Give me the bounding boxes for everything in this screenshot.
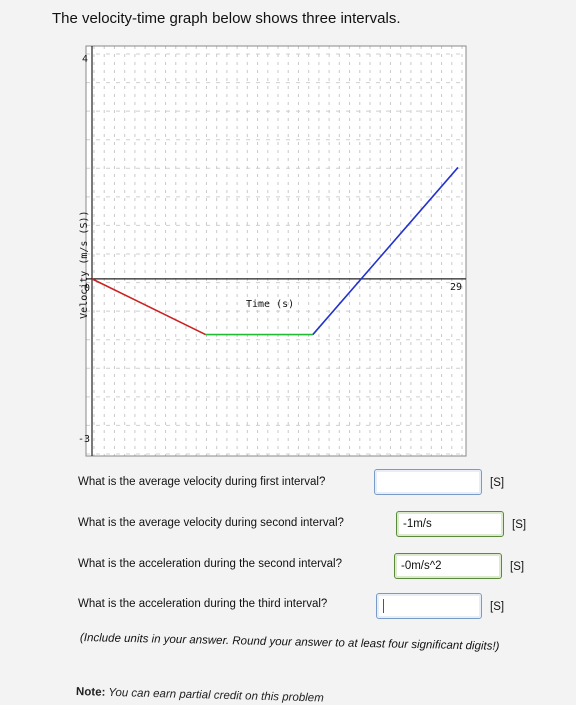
unit-label-3: [S] — [510, 561, 525, 573]
question-row-4: What is the acceleration during the thir… — [78, 598, 327, 610]
question-label-4: What is the acceleration during the thir… — [78, 598, 328, 610]
answer-value-2: -1m/s — [403, 518, 432, 530]
question-label-3: What is the acceleration during the seco… — [78, 558, 343, 570]
instructions-text: (Include units in your answer. Round you… — [79, 632, 500, 653]
partial-credit-note: Note: You can earn partial credit on thi… — [76, 686, 324, 704]
note-label: Note: — [75, 686, 106, 699]
answer-input-3[interactable]: -0m/s^2 — [394, 553, 502, 579]
series-line-1 — [91, 278, 206, 336]
plot-background — [86, 46, 466, 456]
y-axis-title: Velocity (m/s (S)) — [79, 210, 90, 318]
note-text: You can earn partial credit on this prob… — [105, 686, 324, 705]
y-min-label: -3 — [78, 434, 90, 445]
question-label-2: What is the average velocity during seco… — [78, 517, 344, 529]
unit-label-4: [S] — [490, 601, 505, 613]
question-row-2: What is the average velocity during seco… — [78, 517, 344, 529]
question-label-1: What is the average velocity during firs… — [78, 476, 326, 488]
unit-label-1: [S] — [490, 477, 505, 489]
question-row-3: What is the acceleration during the seco… — [78, 558, 342, 570]
chart-svg: 4 -3 29 0 Time (s) Velocity (m/s (S)) — [78, 45, 467, 457]
answer-input-1[interactable] — [374, 469, 482, 495]
series-line-3 — [312, 166, 459, 336]
origin-label: 0 — [84, 283, 90, 294]
text-caret — [383, 599, 384, 613]
plot-border — [85, 45, 467, 457]
answer-value-3: -0m/s^2 — [401, 560, 442, 572]
x-axis-title: Time (s) — [246, 299, 294, 310]
answer-input-4[interactable] — [376, 593, 482, 619]
unit-label-2: [S] — [512, 519, 527, 531]
y-max-label: 4 — [82, 54, 88, 65]
answer-input-2[interactable]: -1m/s — [396, 511, 504, 537]
x-max-label: 29 — [450, 282, 462, 293]
page-title: The velocity-time graph below shows thre… — [52, 10, 401, 27]
question-row-1: What is the average velocity during firs… — [78, 476, 325, 488]
velocity-time-graph: 4 -3 29 0 Time (s) Velocity (m/s (S)) — [62, 42, 474, 462]
